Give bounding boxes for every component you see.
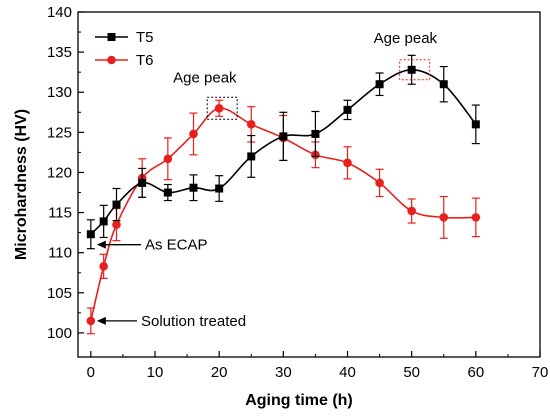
solution-treated-arrow-head: [96, 316, 106, 325]
legend-marker: [107, 55, 116, 65]
data-point: [343, 105, 352, 114]
data-point: [407, 206, 416, 216]
age-peak-label-t5: Age peak: [374, 30, 438, 47]
data-point: [439, 213, 449, 222]
data-point: [138, 178, 147, 187]
data-point: [375, 80, 384, 89]
series-layer: [86, 54, 481, 335]
y-tick-label: 130: [47, 84, 72, 101]
data-point: [163, 154, 173, 164]
data-point: [471, 213, 481, 222]
y-tick-label: 135: [47, 44, 72, 61]
data-point: [214, 103, 224, 113]
data-point: [343, 158, 352, 168]
y-axis-title: Microhardness (HV): [13, 109, 30, 260]
legend-item-t6: T6: [95, 52, 154, 69]
x-tick-label: 20: [211, 364, 228, 381]
data-point: [112, 220, 121, 229]
x-axis-title: Aging time (h): [245, 392, 353, 409]
legend-label: T6: [136, 52, 154, 69]
legend-label: T5: [136, 29, 154, 46]
age-peak-box-t5: [399, 59, 431, 81]
y-tick-label: 100: [47, 325, 72, 342]
data-point: [246, 120, 256, 129]
legend-marker: [107, 33, 116, 41]
data-point: [215, 184, 224, 193]
data-point: [112, 200, 121, 209]
data-point: [471, 120, 480, 129]
x-tick-label: 50: [403, 364, 420, 381]
series-t5: [86, 54, 480, 250]
data-point: [163, 188, 172, 197]
data-point: [99, 262, 108, 271]
axes-layer: 0 10 20 30 40 50 60 70 100 105 110 115 120 125 130 135 1…: [13, 4, 548, 409]
y-tick-label: 140: [47, 4, 72, 21]
y-tick-label: 125: [47, 124, 72, 141]
age-peak-label-t6: Age peak: [173, 69, 237, 86]
y-tick-label: 115: [48, 205, 72, 222]
data-point: [86, 316, 96, 326]
as-ecap-arrow-head: [96, 240, 106, 249]
x-tick-label: 10: [147, 364, 164, 381]
age-peak-box-t6: [206, 96, 238, 120]
x-tick-label: 30: [275, 364, 292, 381]
y-tick-label: 105: [47, 285, 72, 302]
data-point: [189, 129, 198, 139]
y-tick-label: 120: [47, 164, 72, 181]
data-point: [189, 183, 198, 192]
data-point: [375, 178, 384, 188]
data-point: [439, 80, 448, 89]
plot-frame: [77, 11, 541, 358]
data-point: [311, 129, 320, 138]
data-point: [407, 65, 416, 74]
x-tick-label: 0: [87, 364, 95, 381]
x-tick-label: 40: [339, 364, 356, 381]
x-tick-label: 70: [532, 364, 549, 381]
data-point: [247, 152, 256, 161]
as-ecap-label: As ECAP: [145, 237, 208, 254]
data-point: [279, 132, 288, 141]
data-point: [86, 230, 95, 239]
x-tick-label: 60: [467, 364, 484, 381]
solution-treated-label: Solution treated: [141, 313, 246, 330]
legend-item-t5: T5: [95, 29, 154, 46]
annotation-layer: Age peak Age peak As ECAP Solution treated: [96, 30, 438, 330]
data-point: [99, 217, 108, 226]
y-tick-label: 110: [48, 245, 72, 262]
